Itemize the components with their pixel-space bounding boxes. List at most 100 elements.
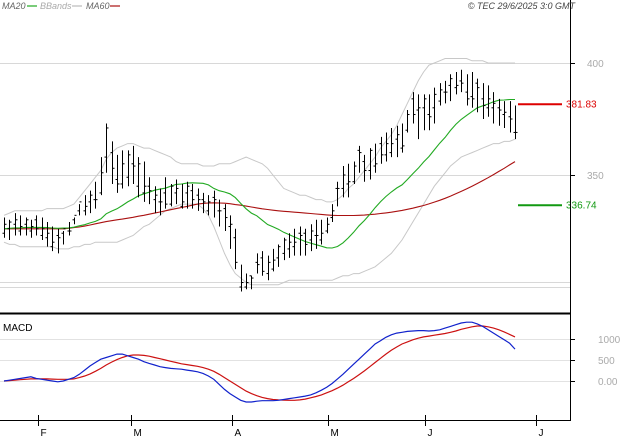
ohlc-bar	[352, 161, 357, 184]
ohlc-bar	[335, 181, 340, 207]
ohlc-bar	[163, 177, 168, 209]
ma20-layer	[3, 98, 515, 249]
ohlc-bar	[325, 217, 330, 234]
ohlc-bar	[470, 71, 475, 108]
ohlc-bar	[201, 192, 206, 214]
ohlc-bar	[400, 123, 405, 153]
ohlc-bar	[389, 127, 394, 158]
ohlc-bar	[422, 94, 427, 131]
ohlc-bar	[212, 190, 217, 218]
ohlc-bar	[411, 92, 416, 124]
x-tick-label: J	[539, 428, 544, 439]
ohlc-bar	[56, 228, 61, 254]
ohlc-bar	[190, 183, 195, 209]
ohlc-bar	[330, 204, 335, 223]
ohlc-bar	[491, 92, 496, 124]
macd-y-tick-label: 0.00	[598, 377, 618, 388]
ohlc-bar	[180, 183, 185, 209]
ohlc-bar	[443, 80, 448, 104]
ohlc-bar	[13, 213, 18, 236]
ohlc-bar	[502, 101, 507, 128]
ohlc-bar	[24, 217, 29, 236]
macd-y-tick-label: 500	[598, 356, 615, 367]
ohlc-bar	[67, 222, 72, 236]
ohlc-bar	[174, 179, 179, 205]
price-y-axis: 400 350	[570, 59, 604, 182]
ohlc-bar	[93, 181, 98, 209]
legend-ma60-label: MA60	[86, 1, 110, 11]
price-marker-green-label: 336.74	[566, 201, 597, 212]
ohlc-bar	[249, 275, 254, 290]
ohlc-bar	[309, 224, 314, 252]
ohlc-bar	[427, 94, 432, 131]
ohlc-bar	[448, 74, 453, 102]
ohlc-bar	[438, 83, 443, 106]
ohlc-bars	[2, 69, 518, 292]
ohlc-bar	[83, 195, 88, 216]
ohlc-bar	[88, 190, 93, 214]
macd-main-line	[3, 321, 516, 403]
ohlc-bar	[196, 188, 201, 211]
ma20-line	[3, 98, 515, 249]
copyright-text: © TEC 29/6/2025 3:0 GMT	[468, 1, 577, 11]
ohlc-bar	[454, 71, 459, 95]
ohlc-bar	[475, 78, 480, 113]
bband-lower-line	[3, 138, 516, 286]
macd-title: MACD	[3, 323, 32, 334]
ohlc-bar	[61, 228, 66, 245]
ohlc-bar	[158, 188, 163, 216]
ohlc-bar	[239, 264, 244, 292]
ohlc-bar	[384, 132, 389, 162]
price-y-tick-label: 350	[587, 171, 604, 182]
ohlc-bar	[45, 222, 50, 247]
ohlc-bar	[362, 154, 367, 182]
ohlc-bar	[153, 186, 158, 214]
price-markers: 381.83 336.74	[518, 100, 597, 212]
x-tick-label: F	[41, 428, 47, 439]
macd-signal-line	[3, 325, 516, 401]
ohlc-bar	[29, 219, 34, 238]
x-tick-label: M	[134, 428, 142, 439]
ohlc-bar	[432, 87, 437, 124]
ohlc-bar	[99, 157, 104, 196]
x-tick-label: A	[235, 428, 242, 439]
ohlc-bar	[7, 219, 12, 240]
ohlc-bar	[223, 204, 228, 231]
ohlc-bar	[416, 94, 421, 140]
ohlc-bar	[298, 226, 303, 256]
ma60-layer	[4, 161, 516, 230]
bollinger-bands	[3, 58, 516, 286]
legend-ma20-label: MA20	[2, 1, 26, 11]
macd-panel: 1000 500 0.00 MACD	[0, 321, 621, 403]
ohlc-bar	[50, 226, 55, 252]
x-tick-label: M	[331, 428, 339, 439]
price-panel: 381.83 336.74 400 350	[0, 58, 605, 292]
ohlc-bar	[260, 251, 265, 276]
x-tick-label: J	[428, 428, 433, 439]
ohlc-bar	[319, 219, 324, 245]
ohlc-bar	[379, 136, 384, 164]
ohlc-bar	[395, 125, 400, 158]
ohlc-bar	[266, 255, 271, 281]
macd-y-tick-label: 1000	[598, 335, 621, 346]
ohlc-bar	[513, 105, 518, 140]
bband-upper-line	[3, 58, 515, 216]
ohlc-bar	[368, 148, 373, 180]
macd-y-axis: 1000 500 0.00	[570, 335, 621, 388]
ohlc-bar	[276, 244, 281, 267]
ohlc-bar	[287, 233, 292, 258]
macd-gridlines	[0, 339, 570, 382]
ohlc-bar	[169, 183, 174, 207]
ohlc-bar	[314, 219, 319, 249]
price-marker-red-label: 381.83	[566, 100, 597, 111]
ohlc-bar	[459, 69, 464, 93]
ohlc-bar	[110, 141, 115, 184]
ohlc-bar	[233, 228, 238, 270]
macd-lines	[3, 321, 516, 403]
ohlc-bar	[271, 248, 276, 272]
ohlc-bar	[255, 253, 260, 274]
ohlc-bar	[126, 150, 131, 187]
ohlc-bar	[72, 214, 77, 225]
